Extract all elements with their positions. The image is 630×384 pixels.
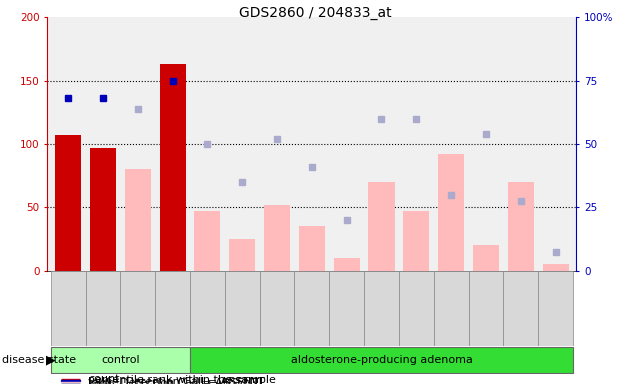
Bar [438,154,464,271]
Text: value, Detection Call = ABSENT: value, Detection Call = ABSENT [88,377,265,384]
Text: GDS2860 / 204833_at: GDS2860 / 204833_at [239,6,391,20]
Text: ▶: ▶ [46,354,55,366]
Bar [86,271,120,346]
Bar [538,271,573,346]
Bar [542,264,569,271]
Bar [194,211,220,271]
Bar [55,135,81,271]
Bar [503,271,538,346]
Bar [469,271,503,346]
Bar [190,271,225,346]
Bar [334,258,360,271]
Bar [225,271,260,346]
Bar [299,227,325,271]
Bar [399,271,433,346]
Text: aldosterone-producing adenoma: aldosterone-producing adenoma [290,355,472,365]
Bar [90,148,116,271]
Text: rank, Detection Call = ABSENT: rank, Detection Call = ABSENT [88,378,260,384]
Bar [433,271,469,346]
Text: count: count [88,374,120,384]
Text: percentile rank within the sample: percentile rank within the sample [88,376,276,384]
Bar [329,271,364,346]
Text: control: control [101,355,140,365]
Bar [155,271,190,346]
FancyBboxPatch shape [190,347,573,373]
Bar [159,64,186,271]
Bar [473,245,499,271]
Bar [364,271,399,346]
Bar [294,271,329,346]
FancyBboxPatch shape [51,347,190,373]
Bar [229,239,255,271]
Bar [125,169,151,271]
Text: disease state: disease state [2,355,76,365]
Bar [369,182,394,271]
Bar [508,182,534,271]
Bar [260,271,294,346]
Bar [264,205,290,271]
Bar [403,211,430,271]
Bar [51,271,86,346]
Bar [120,271,155,346]
